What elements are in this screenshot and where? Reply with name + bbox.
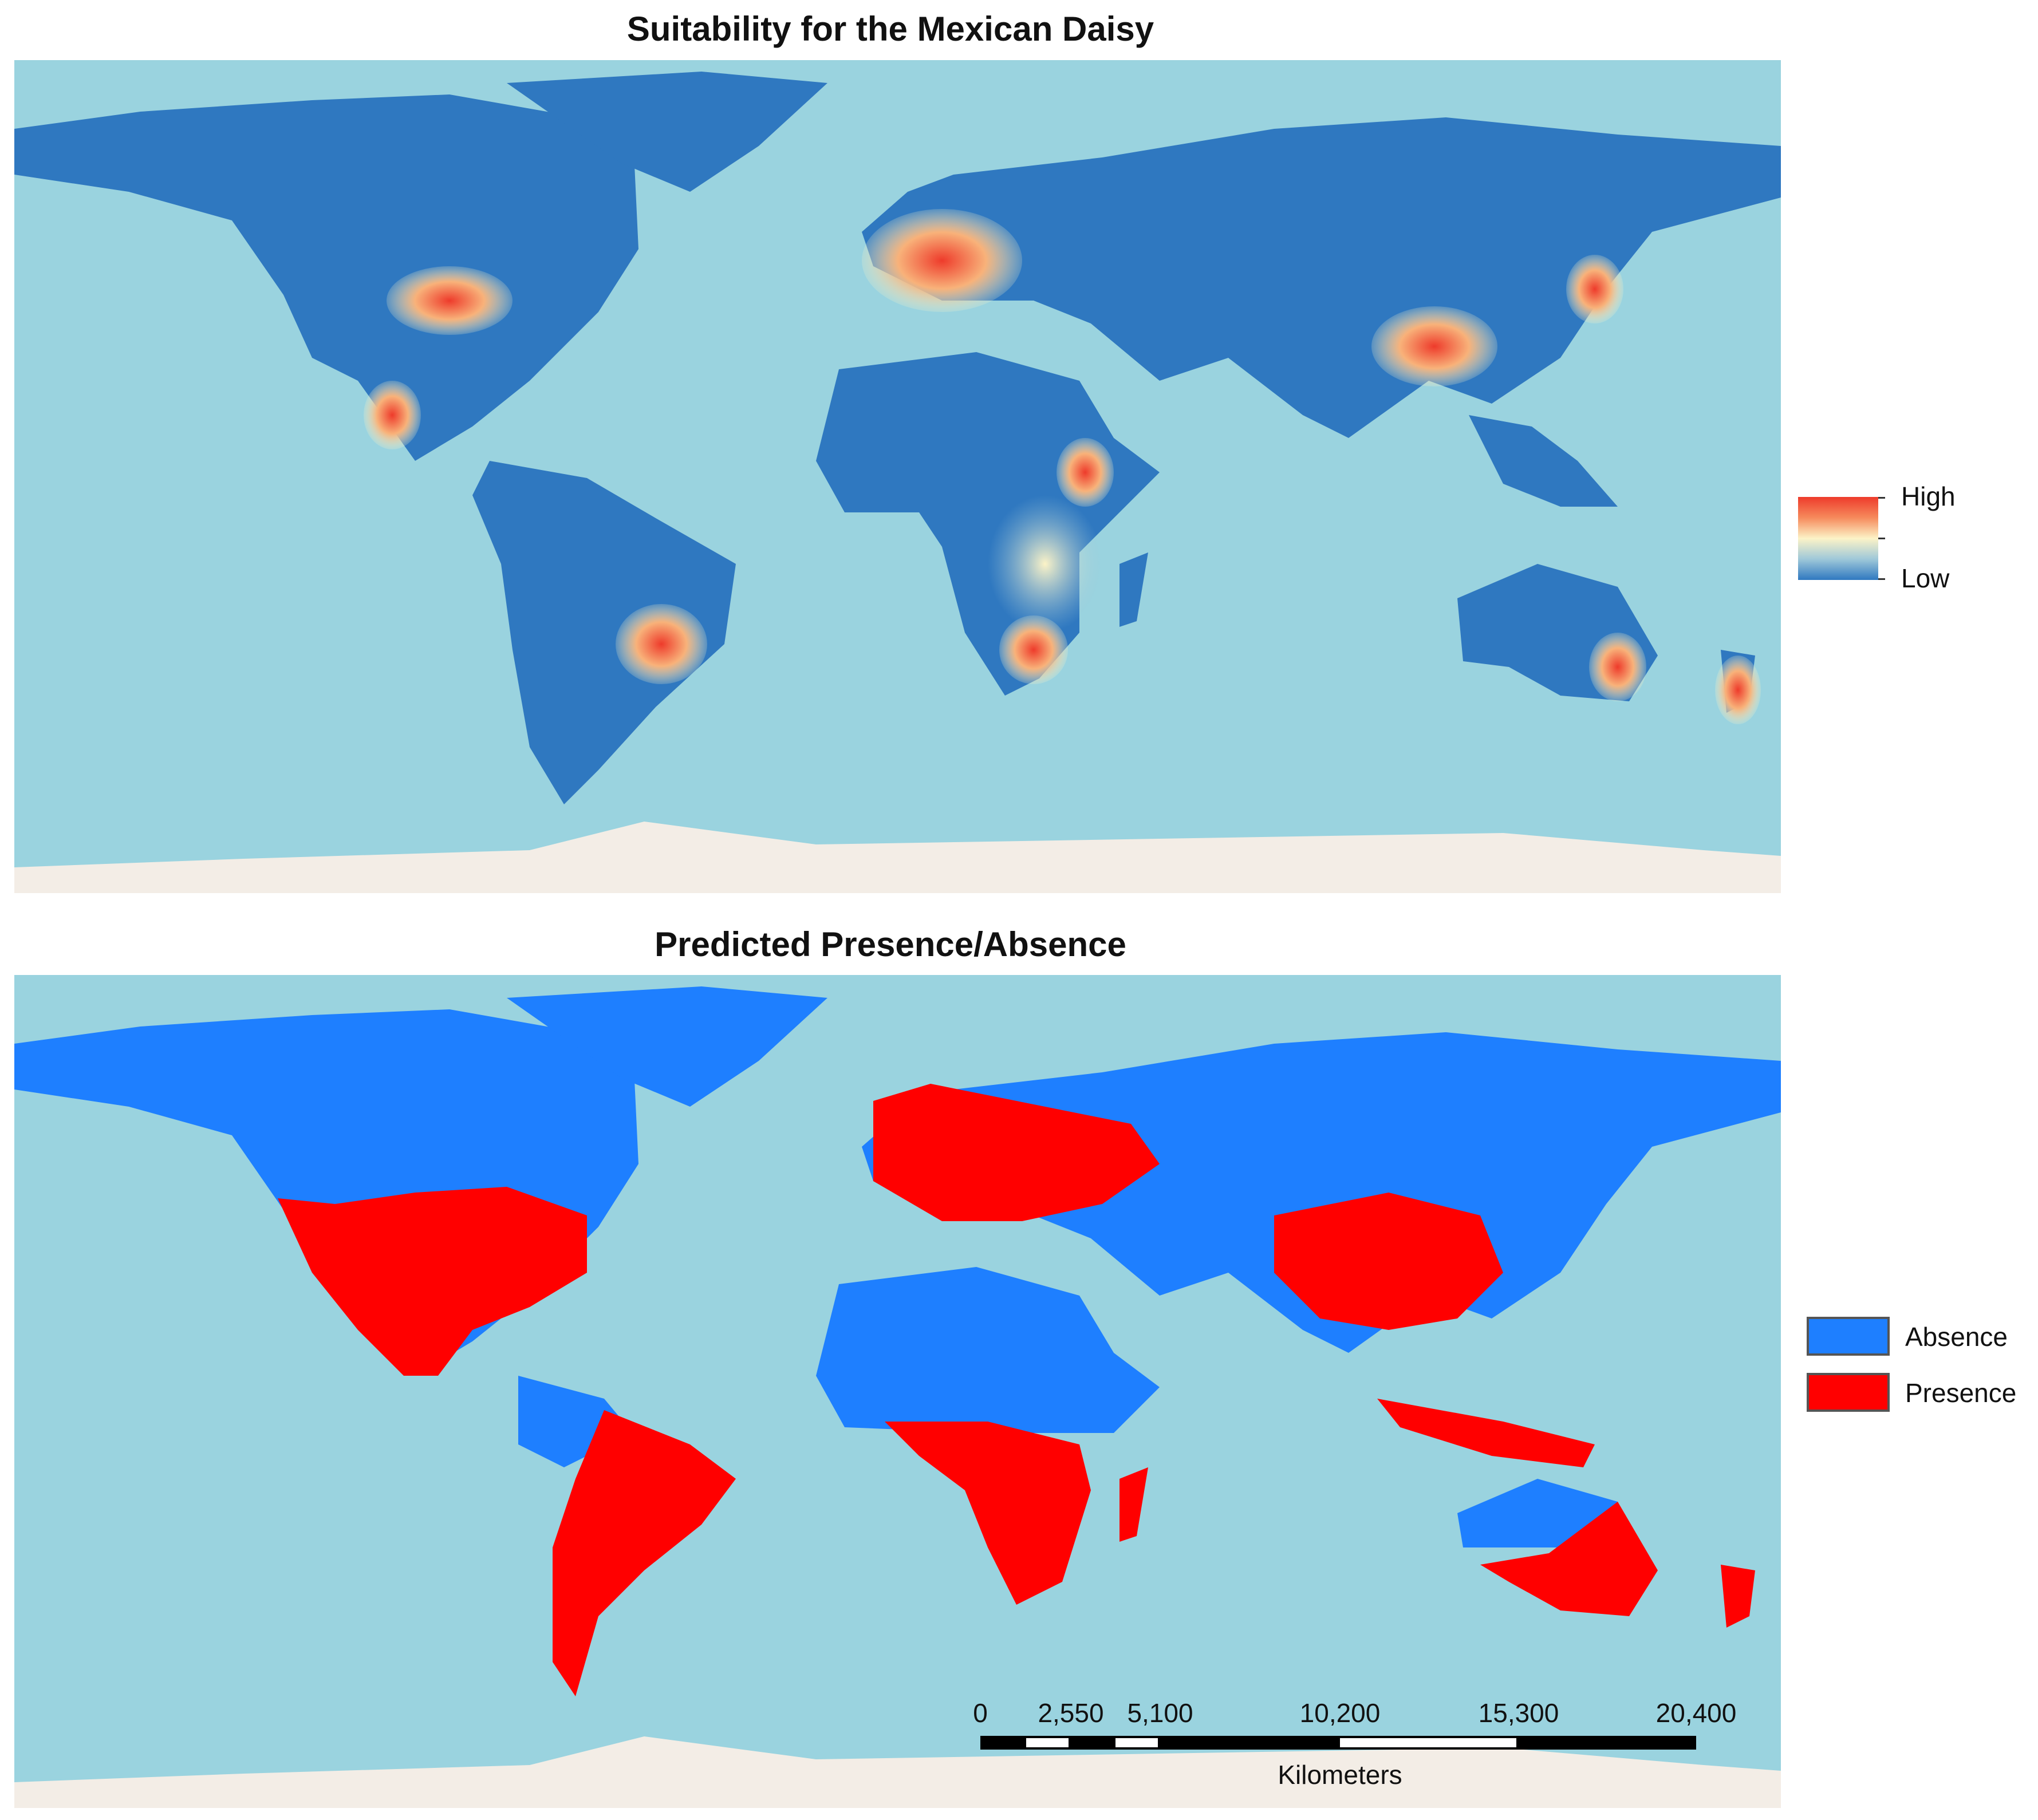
- suitability-legend: High Low: [1798, 481, 2027, 595]
- suitability-colorbar: [1798, 497, 1878, 580]
- scale-segment: [980, 1736, 1026, 1750]
- antarctica: [14, 1736, 1781, 1808]
- scale-segment: [1516, 1736, 1696, 1750]
- scale-segment: [1024, 1736, 1071, 1750]
- land-low: [14, 72, 1781, 804]
- scale-segment: [1338, 1736, 1519, 1750]
- presence-absence-legend: Absence Presence: [1807, 1317, 2036, 1420]
- map-title-presence-absence: Predicted Presence/Absence: [655, 925, 1126, 964]
- scale-bar: 0 2,550 5,100 10,200 15,300 20,400 Kilom…: [973, 1697, 1737, 1795]
- scale-segment: [1113, 1736, 1160, 1750]
- scale-segment: [1158, 1736, 1340, 1750]
- legend-label-absence: Absence: [1905, 1322, 2008, 1352]
- colorbar-tick: [1878, 578, 1885, 580]
- scale-tick-label: 10,200: [1299, 1698, 1381, 1728]
- scale-tick-label: 2,550: [1038, 1698, 1104, 1728]
- colorbar-tick: [1878, 497, 1885, 499]
- scale-segment: [1069, 1736, 1115, 1750]
- suitability-map: [14, 60, 1781, 893]
- scale-tick-label: 15,300: [1478, 1698, 1559, 1728]
- scale-tick-label: 0: [973, 1698, 988, 1728]
- map-title-suitability: Suitability for the Mexican Daisy: [626, 10, 1154, 48]
- suitability-hotspots: [364, 209, 1761, 724]
- antarctica: [14, 822, 1781, 893]
- legend-label-presence: Presence: [1905, 1378, 2017, 1408]
- scale-tick-label: 5,100: [1127, 1698, 1193, 1728]
- legend-low-label: Low: [1901, 563, 1950, 593]
- colorbar-tick: [1878, 538, 1885, 539]
- legend-swatch-absence: [1807, 1317, 1890, 1356]
- presence-regions: [278, 1084, 1755, 1696]
- scale-unit-label: Kilometers: [1278, 1760, 1402, 1790]
- scale-tick-label: 20,400: [1655, 1698, 1737, 1728]
- legend-high-label: High: [1901, 481, 1956, 511]
- legend-swatch-presence: [1807, 1373, 1890, 1412]
- presence-absence-map: [14, 975, 1781, 1808]
